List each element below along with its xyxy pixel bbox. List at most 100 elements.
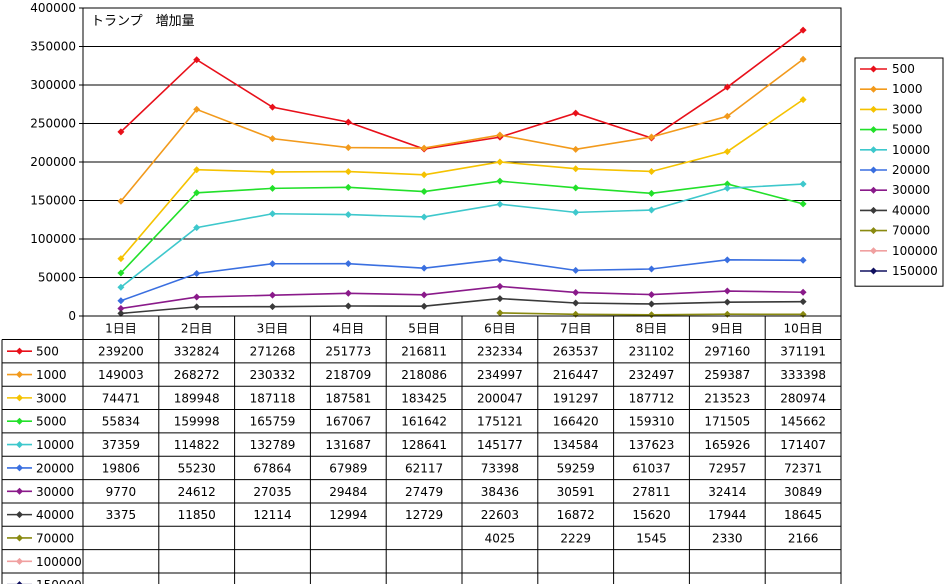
legend-marker — [870, 85, 877, 93]
data-label: 27035 — [253, 485, 291, 499]
y-tick-label: 0 — [68, 309, 76, 323]
data-point — [572, 165, 580, 173]
data-point — [648, 189, 655, 197]
data-point — [648, 265, 655, 273]
data-label: 171407 — [780, 438, 826, 452]
data-point — [648, 133, 655, 141]
data-label: 55230 — [178, 461, 216, 475]
legend-label: 40000 — [892, 203, 930, 217]
data-label: 131687 — [325, 438, 371, 452]
data-label: 12114 — [253, 508, 291, 522]
data-point — [648, 206, 655, 214]
data-label: 263537 — [553, 345, 599, 359]
data-point — [799, 26, 807, 34]
data-label: 280974 — [780, 391, 826, 405]
data-label: 2166 — [788, 531, 819, 545]
data-point — [117, 197, 125, 205]
data-point — [344, 168, 352, 176]
data-label: 175121 — [477, 415, 523, 429]
data-label: 55834 — [102, 415, 140, 429]
data-label: 72957 — [708, 461, 746, 475]
data-label: 62117 — [405, 461, 443, 475]
data-point — [648, 311, 655, 319]
data-label: 22603 — [481, 508, 519, 522]
legend-label: 30000 — [892, 183, 930, 197]
data-point — [799, 256, 807, 264]
data-point — [496, 131, 504, 139]
data-point — [420, 171, 428, 179]
data-label: 333398 — [780, 368, 826, 382]
legend-marker — [870, 186, 877, 194]
data-point — [572, 145, 580, 153]
data-label: 15620 — [632, 508, 670, 522]
data-point — [723, 184, 731, 192]
data-point — [496, 177, 504, 185]
data-point — [344, 302, 352, 310]
data-point — [269, 303, 276, 311]
data-label: 37359 — [102, 438, 140, 452]
data-label: 230332 — [250, 368, 296, 382]
data-point — [117, 309, 125, 317]
data-point — [572, 208, 580, 216]
legend-marker — [870, 126, 877, 134]
x-category-label: 8日目 — [636, 322, 668, 336]
series-line — [120, 29, 804, 150]
data-point — [193, 105, 201, 113]
data-point — [723, 148, 731, 156]
data-label: 4025 — [485, 531, 516, 545]
data-point — [648, 167, 655, 175]
table-series-label: 10000 — [36, 438, 74, 452]
data-label: 30591 — [557, 485, 595, 499]
data-label: 12729 — [405, 508, 443, 522]
x-category-label: 3日目 — [257, 322, 289, 336]
data-label: 271268 — [250, 345, 296, 359]
x-category-label: 9日目 — [711, 322, 743, 336]
data-point — [420, 291, 428, 299]
legend-marker — [870, 65, 877, 73]
y-tick-label: 250000 — [30, 117, 76, 131]
table-series-label: 30000 — [36, 485, 74, 499]
data-label: 239200 — [98, 345, 144, 359]
x-category-label: 10日目 — [783, 322, 822, 336]
data-label: 187581 — [325, 391, 371, 405]
data-label: 218709 — [325, 368, 371, 382]
x-category-label: 1日目 — [105, 322, 137, 336]
data-label: 218086 — [401, 368, 447, 382]
data-point — [117, 283, 125, 291]
y-tick-label: 400000 — [30, 1, 76, 15]
data-label: 132789 — [250, 438, 296, 452]
data-label: 32414 — [708, 485, 746, 499]
data-point — [269, 184, 276, 192]
x-category-label: 6日目 — [484, 322, 516, 336]
data-point — [799, 180, 807, 188]
data-label: 231102 — [629, 345, 675, 359]
data-point — [496, 200, 504, 208]
data-point — [496, 309, 504, 317]
data-label: 114822 — [174, 438, 220, 452]
data-point — [723, 180, 731, 188]
table-series-label: 150000 — [36, 578, 82, 584]
data-point — [269, 135, 276, 143]
data-label: 74471 — [102, 391, 140, 405]
data-label: 189948 — [174, 391, 220, 405]
data-label: 183425 — [401, 391, 447, 405]
data-point — [117, 255, 125, 263]
data-point — [420, 264, 428, 272]
y-tick-label: 100000 — [30, 232, 76, 246]
data-label: 200047 — [477, 391, 523, 405]
data-point — [723, 112, 731, 120]
table-marker — [16, 511, 23, 519]
data-point — [193, 56, 201, 64]
data-point — [420, 213, 428, 221]
data-label: 165759 — [250, 415, 296, 429]
legend-label: 20000 — [892, 163, 930, 177]
legend-box — [854, 57, 944, 287]
data-point — [799, 55, 807, 63]
data-point — [572, 288, 580, 296]
legend-label: 150000 — [892, 264, 938, 278]
data-label: 159998 — [174, 415, 220, 429]
data-point — [193, 303, 201, 311]
data-point — [269, 168, 276, 176]
data-label: 24612 — [178, 485, 216, 499]
series-line — [120, 180, 804, 274]
